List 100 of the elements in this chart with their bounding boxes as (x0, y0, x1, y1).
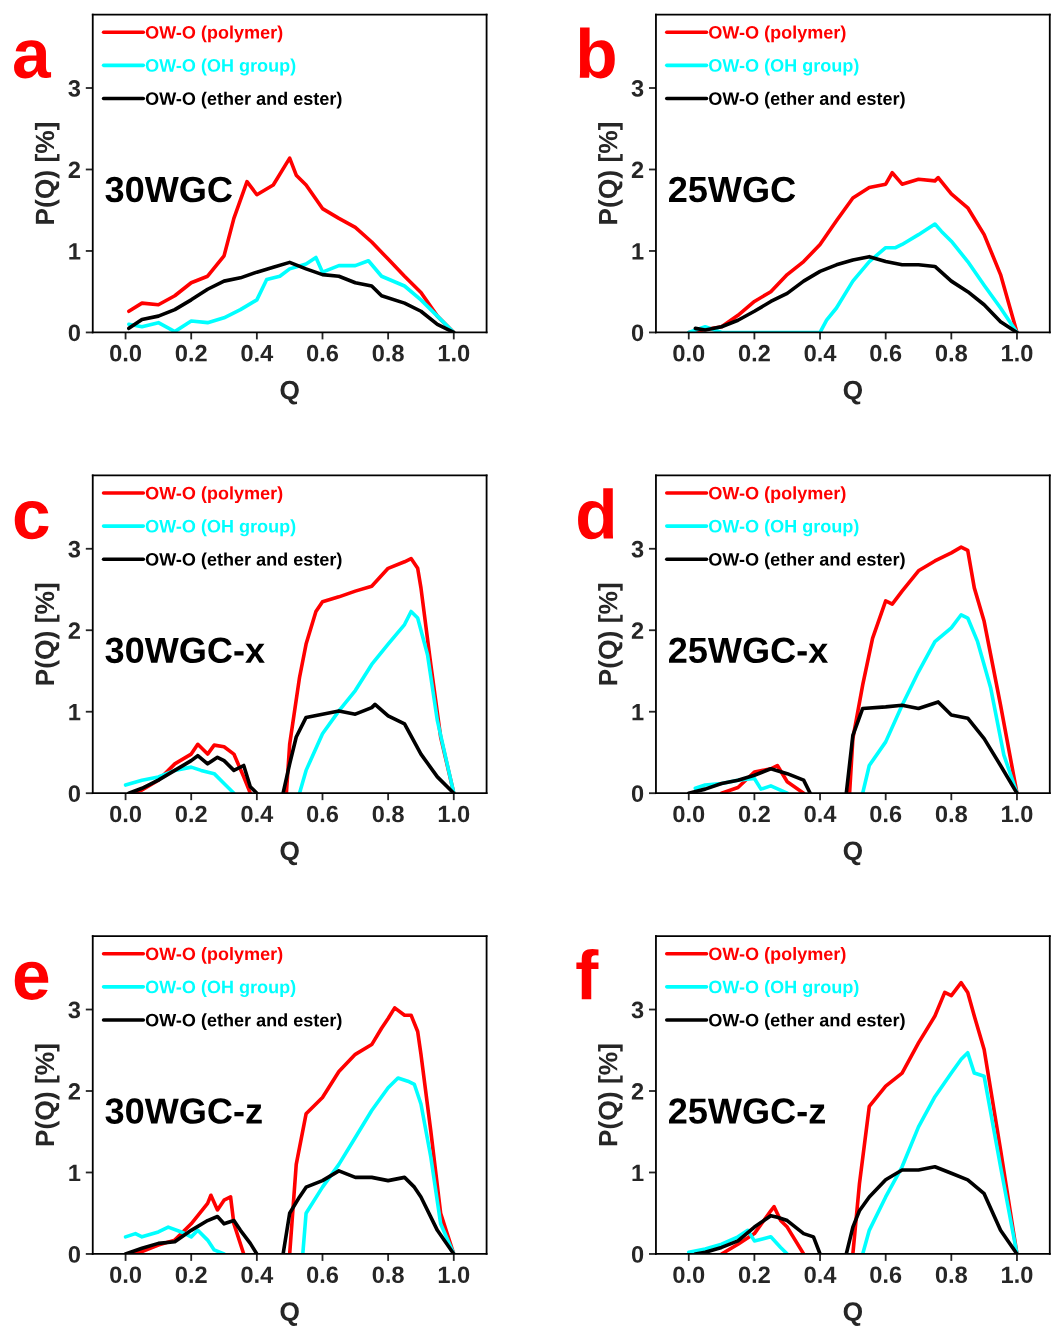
y-tick-label: 2 (68, 1083, 80, 1100)
y-tick-label: 0 (68, 785, 80, 802)
y-axis-title: P(Q) [%] (34, 583, 60, 685)
x-tick-label: 0.4 (241, 344, 274, 362)
x-axis-title: Q (280, 380, 299, 405)
legend-label: OW-O (OH group) (145, 58, 296, 76)
chart-title: c (14, 501, 49, 540)
y-tick-label: 2 (631, 1083, 644, 1100)
x-tick-label: 0.8 (935, 1266, 968, 1284)
legend-label: OW-O (OH group) (145, 519, 296, 537)
annotation: 30WGC (105, 176, 232, 203)
y-tick-label: 3 (631, 540, 644, 558)
y-tick-label: 1 (69, 243, 81, 260)
y-tick-label: 0 (631, 785, 644, 802)
legend-label: OW-O (ether and ester) (145, 552, 342, 570)
annotation: 25WGC-z (669, 1098, 825, 1124)
annotation: 25WGC-x (669, 637, 829, 664)
x-axis-title: Q (843, 841, 863, 866)
legend-label: OW-O (ether and ester) (145, 1013, 342, 1031)
y-tick-label: 1 (632, 704, 644, 721)
x-tick-label: 0.4 (241, 805, 274, 823)
x-tick-label: 0.6 (307, 344, 339, 362)
y-tick-label: 1 (632, 243, 644, 260)
chart-title: a (14, 40, 52, 79)
x-tick-label: 1.0 (1002, 344, 1033, 362)
legend-label: OW-O (polymer) (145, 486, 283, 504)
x-tick-label: 0.4 (804, 805, 837, 823)
annotation: 30WGC-x (105, 637, 265, 664)
x-tick-label: 0.2 (175, 1266, 207, 1284)
y-tick-label: 3 (68, 1001, 81, 1019)
x-tick-label: 0.6 (307, 1266, 339, 1284)
annotation: 25WGC (669, 176, 796, 203)
y-tick-label: 3 (631, 1001, 644, 1019)
x-tick-label: 0.2 (175, 344, 207, 362)
x-tick-label: 0.8 (935, 805, 968, 823)
y-tick-label: 1 (69, 704, 81, 721)
y-tick-label: 0 (631, 324, 644, 342)
legend-label: OW-O (ether and ester) (709, 552, 905, 570)
x-axis-title: Q (280, 1302, 299, 1326)
x-tick-label: 0.8 (372, 344, 404, 362)
line-series (686, 222, 1019, 333)
legend-label: OW-O (ether and ester) (709, 91, 905, 109)
legend-label: OW-O (polymer) (709, 486, 846, 504)
y-tick-label: 1 (632, 1164, 644, 1182)
y-axis-title: P(Q) [%] (34, 123, 60, 224)
y-tick-label: 2 (631, 622, 644, 639)
chart-title: f (576, 948, 599, 1000)
x-tick-label: 0.0 (110, 1266, 142, 1284)
x-tick-label: 1.0 (1002, 1266, 1033, 1284)
x-tick-label: 0.4 (804, 344, 837, 362)
y-tick-label: 3 (68, 540, 81, 558)
legend-label: OW-O (polymer) (709, 25, 846, 43)
x-tick-label: 0.6 (870, 1266, 902, 1284)
y-tick-label: 2 (68, 622, 80, 639)
x-tick-label: 0.4 (241, 1266, 274, 1284)
y-axis-title: P(Q) [%] (598, 123, 623, 224)
y-tick-label: 2 (68, 161, 80, 179)
x-tick-label: 0.2 (175, 805, 207, 823)
x-tick-label: 1.0 (1002, 805, 1033, 823)
x-axis-title: Q (843, 1302, 863, 1326)
x-tick-label: 0.6 (307, 805, 339, 823)
x-tick-label: 0.2 (738, 1266, 770, 1284)
y-tick-label: 2 (631, 161, 644, 179)
legend-label: OW-O (OH group) (145, 980, 296, 998)
x-axis-title: Q (280, 841, 299, 866)
y-axis-title: P(Q) [%] (34, 1044, 60, 1146)
x-tick-label: 0.8 (372, 1266, 404, 1284)
y-axis-title: P(Q) [%] (598, 583, 623, 685)
legend-label: OW-O (polymer) (709, 947, 846, 964)
legend-label: OW-O (polymer) (145, 947, 283, 964)
chart-title: e (14, 961, 49, 1000)
y-tick-label: 0 (68, 324, 80, 342)
x-tick-label: 0.0 (673, 1266, 705, 1284)
x-tick-label: 0.6 (870, 344, 902, 362)
x-tick-label: 0.8 (372, 805, 404, 823)
legend-label: OW-O (ether and ester) (145, 91, 342, 109)
chart-title: d (578, 488, 614, 540)
y-tick-label: 0 (631, 1246, 644, 1263)
x-tick-label: 0.8 (935, 344, 968, 362)
x-tick-label: 0.2 (738, 344, 770, 362)
chart-title: b (579, 27, 615, 79)
legend-label: OW-O (OH group) (709, 519, 859, 537)
x-tick-label: 0.2 (738, 805, 770, 823)
x-tick-label: 1.0 (438, 344, 470, 362)
y-tick-label: 3 (68, 80, 81, 97)
x-tick-label: 0.0 (110, 344, 142, 362)
x-tick-label: 1.0 (438, 805, 470, 823)
legend-label: OW-O (polymer) (145, 25, 283, 43)
y-tick-label: 0 (68, 1246, 80, 1263)
annotation: 30WGC-z (105, 1098, 262, 1124)
y-tick-label: 1 (69, 1164, 81, 1182)
x-tick-label: 0.4 (804, 1266, 837, 1284)
x-axis-title: Q (843, 380, 863, 405)
legend-label: OW-O (ether and ester) (709, 1013, 905, 1031)
legend-label: OW-O (OH group) (709, 58, 859, 76)
y-axis-title: P(Q) [%] (598, 1044, 623, 1146)
x-tick-label: 0.0 (673, 344, 705, 362)
x-tick-label: 0.0 (673, 805, 705, 823)
legend-label: OW-O (OH group) (709, 980, 859, 998)
y-tick-label: 3 (631, 80, 644, 97)
